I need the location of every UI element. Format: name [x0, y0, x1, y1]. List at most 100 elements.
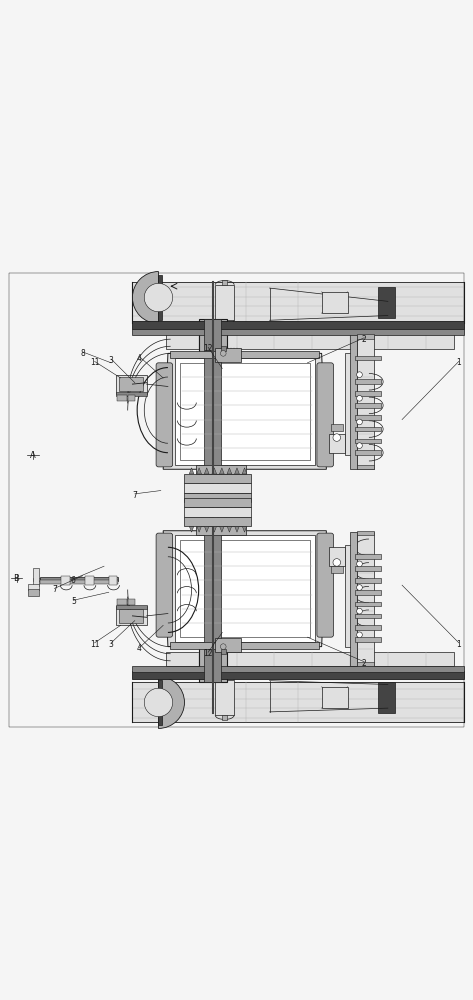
Bar	[158, 680, 162, 725]
Polygon shape	[219, 526, 224, 532]
Text: 4: 4	[137, 644, 142, 653]
Bar	[40, 580, 118, 584]
Text: 11: 11	[90, 358, 99, 367]
Bar	[331, 424, 343, 431]
Text: B: B	[14, 574, 19, 583]
Bar	[329, 434, 345, 453]
Bar	[219, 481, 224, 526]
Bar	[350, 532, 357, 666]
Bar	[117, 599, 127, 605]
Bar	[40, 577, 118, 581]
Circle shape	[333, 559, 341, 566]
Bar	[355, 356, 381, 360]
Bar	[180, 363, 310, 460]
Polygon shape	[227, 468, 232, 474]
Bar	[355, 554, 381, 559]
Polygon shape	[204, 526, 209, 532]
Text: 7: 7	[132, 491, 137, 500]
Bar	[355, 427, 381, 431]
Bar	[184, 474, 251, 483]
Bar	[132, 671, 464, 679]
Bar	[28, 589, 39, 596]
Bar	[222, 715, 227, 720]
Bar	[33, 578, 43, 581]
FancyBboxPatch shape	[317, 533, 333, 637]
Bar	[357, 334, 374, 339]
Circle shape	[357, 419, 362, 425]
Text: 7: 7	[52, 585, 57, 594]
Bar	[132, 682, 464, 722]
Bar	[184, 483, 251, 493]
Bar	[132, 321, 464, 329]
Bar	[116, 605, 147, 609]
FancyBboxPatch shape	[317, 363, 333, 467]
Text: 4: 4	[137, 354, 142, 363]
Bar	[215, 680, 234, 715]
Bar	[85, 576, 94, 585]
Circle shape	[220, 351, 226, 356]
Text: 2: 2	[362, 659, 367, 668]
Bar	[357, 334, 374, 469]
Bar	[215, 638, 241, 652]
Bar	[355, 450, 381, 455]
Bar	[189, 481, 194, 526]
Circle shape	[357, 443, 362, 448]
Bar	[355, 590, 381, 595]
Bar	[355, 578, 381, 583]
Polygon shape	[197, 526, 201, 532]
Bar	[61, 576, 70, 585]
Bar	[132, 282, 464, 323]
Circle shape	[357, 372, 362, 377]
Bar	[28, 584, 39, 590]
Bar	[322, 292, 348, 313]
Polygon shape	[212, 468, 217, 474]
Bar	[322, 687, 348, 708]
Bar	[116, 606, 147, 625]
FancyBboxPatch shape	[156, 363, 173, 467]
Text: A: A	[30, 451, 36, 460]
Bar	[166, 652, 454, 666]
Bar	[128, 395, 135, 401]
Polygon shape	[163, 353, 326, 469]
Polygon shape	[242, 468, 247, 474]
Bar	[180, 540, 310, 637]
Bar	[357, 662, 374, 666]
Bar	[221, 346, 226, 351]
Bar	[345, 353, 355, 455]
Bar	[117, 395, 127, 401]
Bar	[355, 566, 381, 571]
Bar	[119, 377, 143, 391]
Wedge shape	[132, 272, 158, 324]
Polygon shape	[227, 526, 232, 532]
Polygon shape	[235, 526, 239, 532]
Bar	[196, 526, 246, 535]
Bar	[132, 329, 464, 335]
Text: 1: 1	[456, 358, 461, 367]
Text: 8: 8	[80, 349, 85, 358]
Polygon shape	[212, 526, 217, 532]
FancyBboxPatch shape	[156, 533, 173, 637]
Bar	[355, 625, 381, 630]
Bar	[355, 415, 381, 420]
Polygon shape	[204, 468, 209, 474]
Bar	[227, 481, 232, 526]
Bar	[109, 576, 117, 585]
Bar	[215, 348, 241, 362]
Polygon shape	[189, 526, 194, 532]
Bar	[355, 403, 381, 408]
Bar	[355, 637, 381, 642]
Bar	[184, 507, 251, 517]
Bar	[204, 319, 221, 682]
Bar	[357, 532, 374, 666]
Bar	[197, 481, 201, 526]
Bar	[116, 375, 147, 394]
Text: 5: 5	[71, 597, 76, 606]
Circle shape	[220, 644, 226, 649]
Bar	[222, 280, 227, 285]
Bar	[345, 545, 355, 647]
Bar	[170, 642, 319, 649]
Polygon shape	[163, 531, 326, 647]
Circle shape	[144, 283, 173, 312]
Bar	[355, 602, 381, 606]
Bar	[166, 334, 454, 349]
